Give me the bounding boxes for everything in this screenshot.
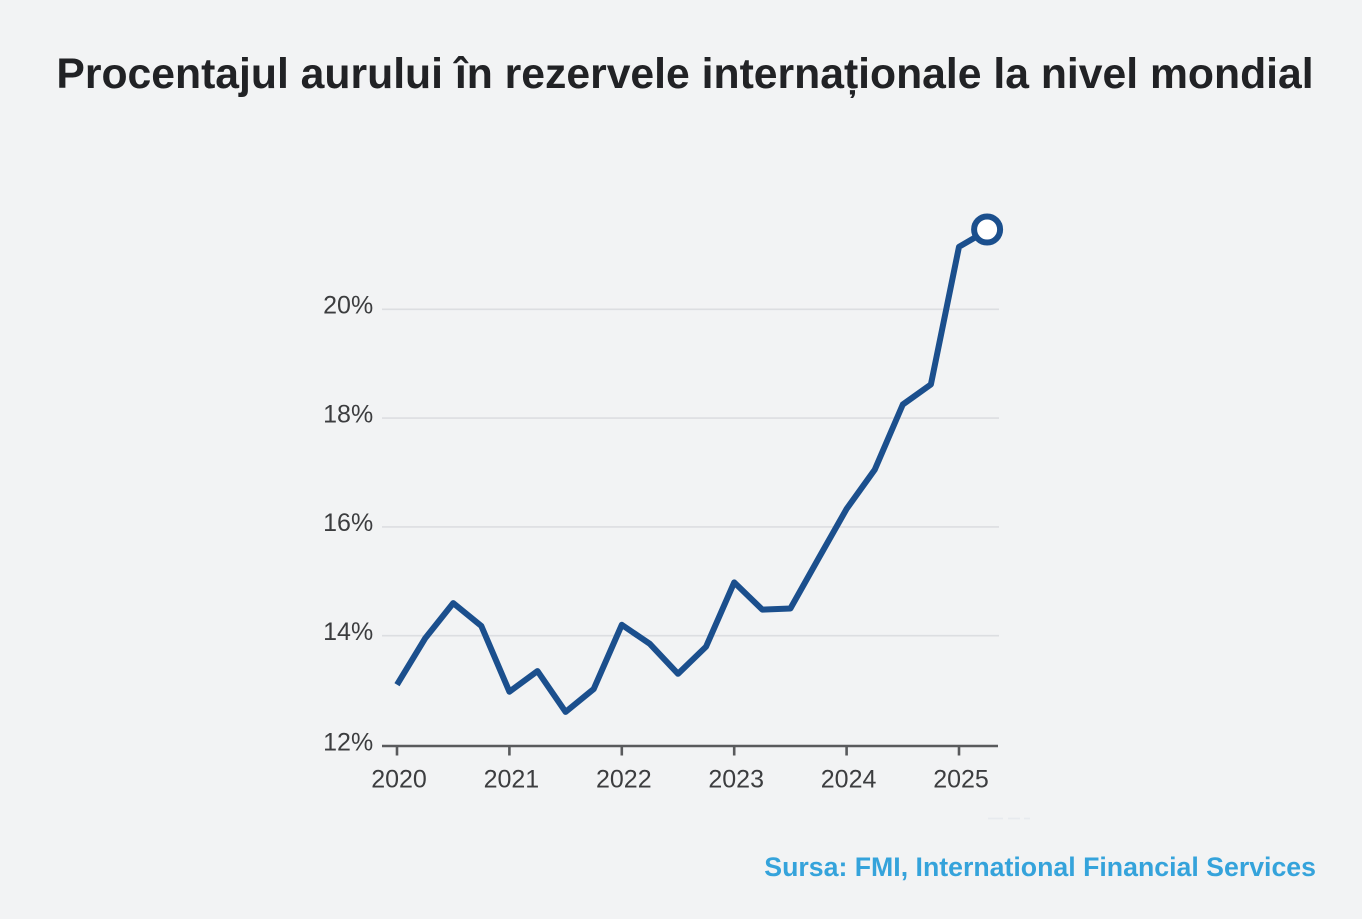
svg-text:12%: 12% (323, 729, 373, 757)
svg-text:2021: 2021 (484, 766, 540, 794)
svg-text:16%: 16% (323, 509, 373, 537)
svg-text:2023: 2023 (708, 766, 764, 794)
svg-text:2020: 2020 (371, 766, 427, 794)
svg-text:20%: 20% (323, 292, 373, 320)
svg-text:18%: 18% (323, 400, 373, 428)
svg-text:2022: 2022 (596, 766, 652, 794)
svg-text:2025: 2025 (933, 766, 989, 794)
svg-text:2024: 2024 (821, 766, 877, 794)
svg-text:14%: 14% (323, 618, 373, 646)
